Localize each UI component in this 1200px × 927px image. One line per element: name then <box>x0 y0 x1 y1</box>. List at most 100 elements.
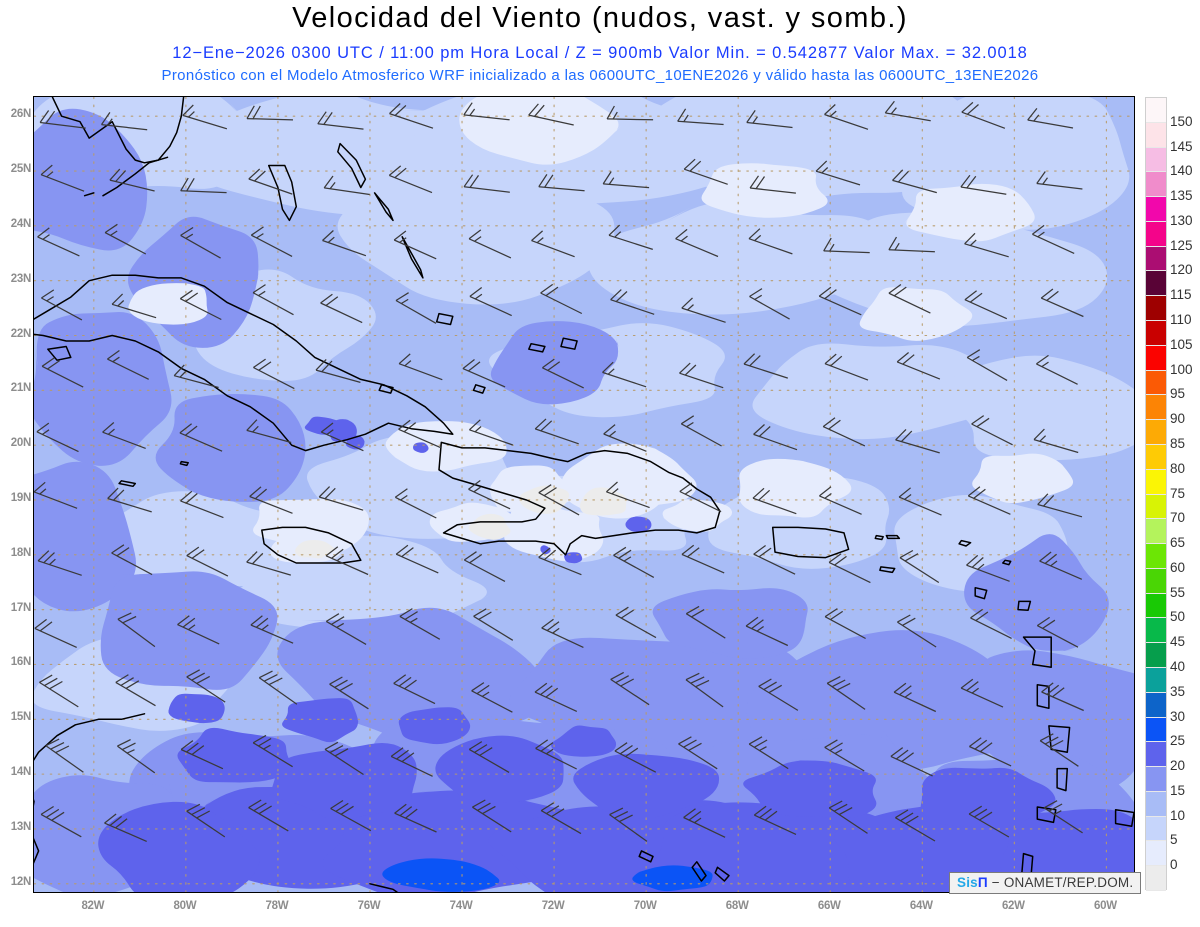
colorbar-swatch <box>1146 742 1166 768</box>
lat-tick-label: 21N <box>10 382 32 395</box>
colorbar-swatch <box>1146 568 1166 594</box>
model-info-line: Pronóstico con el Modelo Atmosferico WRF… <box>161 67 1039 84</box>
colorbar-tick: 115 <box>1170 287 1192 303</box>
lat-tick-label: 16N <box>10 656 32 669</box>
colorbar-legend: 150 145 140 135 130 125 120 115 110 105 100 95 90 85 8… <box>1145 97 1200 892</box>
lat-tick-label: 25N <box>10 163 32 176</box>
colorbar-swatch <box>1146 98 1166 123</box>
wind-speed-field <box>34 97 1134 892</box>
colorbar-tick: 125 <box>1170 237 1193 253</box>
map-plot-area[interactable] <box>33 96 1135 893</box>
lat-tick-label: 19N <box>10 491 32 504</box>
lon-tick-label: 64W <box>909 900 933 912</box>
colorbar-tick: 35 <box>1170 683 1186 699</box>
colorbar-tick: 90 <box>1170 411 1186 427</box>
attribution-badge: SisΠ − ONAMET/REP.DOM. <box>949 872 1142 894</box>
colorbar-tick: 105 <box>1170 336 1193 352</box>
colorbar-swatch <box>1146 221 1166 247</box>
lon-tick-label: 62W <box>1001 900 1025 912</box>
colorbar-tick: 100 <box>1170 361 1193 377</box>
colorbar-tick: 95 <box>1170 386 1186 402</box>
colorbar-swatch <box>1146 395 1166 421</box>
colorbar-tick: 20 <box>1170 758 1186 774</box>
lat-tick-label: 12N <box>10 875 32 888</box>
colorbar-tick: 130 <box>1170 212 1193 228</box>
colorbar-tick: 5 <box>1170 832 1178 848</box>
colorbar-swatch <box>1146 816 1166 842</box>
colorbar-swatch <box>1146 147 1166 173</box>
colorbar-tick: 30 <box>1170 708 1186 724</box>
colorbar-swatch <box>1146 420 1166 445</box>
colorbar-swatch <box>1146 593 1166 619</box>
colorbar-tick: 75 <box>1170 485 1186 501</box>
colorbar-gradient <box>1145 97 1167 891</box>
colorbar-tick: 150 <box>1170 113 1193 129</box>
colorbar-tick: 135 <box>1170 188 1193 204</box>
lon-tick-label: 66W <box>817 900 841 912</box>
colorbar-tick: 15 <box>1170 782 1186 798</box>
colorbar-swatch <box>1146 172 1166 198</box>
colorbar-swatch <box>1146 246 1166 272</box>
colorbar-tick: 25 <box>1170 733 1186 749</box>
colorbar-swatch <box>1146 345 1166 371</box>
colorbar-swatch <box>1146 444 1166 470</box>
colorbar-tick: 140 <box>1170 163 1193 179</box>
colorbar-tick: 70 <box>1170 510 1186 526</box>
lat-tick-label: 14N <box>10 766 32 779</box>
lon-tick-label: 70W <box>633 900 657 912</box>
longitude-axis: 82W 80W 78W 76W 74W 72W 70W 68W 66W 64W 62W 60W <box>33 900 1135 922</box>
colorbar-swatch <box>1146 618 1166 644</box>
attribution-agency: − ONAMET/REP.DOM. <box>991 875 1134 890</box>
lat-tick-label: 24N <box>10 217 32 230</box>
colorbar-swatch <box>1146 197 1166 222</box>
colorbar-swatch <box>1146 866 1166 891</box>
lon-tick-label: 74W <box>449 900 473 912</box>
colorbar-tick: 80 <box>1170 460 1186 476</box>
colorbar-tick: 145 <box>1170 138 1193 154</box>
colorbar-tick: 50 <box>1170 609 1186 625</box>
colorbar-tick-labels: 150 145 140 135 130 125 120 115 110 105 100 95 90 85 8… <box>1170 97 1200 890</box>
colorbar-tick: 45 <box>1170 634 1186 650</box>
forecast-time-line: 12−Ene−2026 0300 UTC / 11:00 pm Hora Loc… <box>172 44 1028 62</box>
latitude-axis: 26N 25N 24N 23N 22N 21N 20N 19N 18N 17N 16N 15N 14N 1… <box>0 96 32 893</box>
lat-tick-label: 20N <box>10 437 32 450</box>
lon-tick-label: 60W <box>1094 900 1117 912</box>
colorbar-tick: 120 <box>1170 262 1193 278</box>
colorbar-tick: 110 <box>1170 312 1192 328</box>
colorbar-swatch <box>1146 321 1166 346</box>
lat-tick-label: 23N <box>10 272 32 285</box>
colorbar-tick: 0 <box>1170 857 1178 873</box>
attribution-pi-icon: Π <box>977 875 988 890</box>
colorbar-swatch <box>1146 494 1166 520</box>
colorbar-swatch <box>1146 643 1166 668</box>
colorbar-swatch <box>1146 717 1166 743</box>
colorbar-tick: 40 <box>1170 658 1186 674</box>
lon-tick-label: 68W <box>725 900 749 912</box>
lat-tick-label: 22N <box>10 327 32 340</box>
colorbar-tick: 85 <box>1170 435 1186 451</box>
colorbar-swatch <box>1146 667 1166 693</box>
colorbar-tick: 65 <box>1170 535 1186 551</box>
lat-tick-label: 15N <box>10 711 32 724</box>
map-header: Velocidad del Viento (nudos, vast. y som… <box>0 0 1200 92</box>
lat-tick-label: 26N <box>10 108 32 121</box>
colorbar-swatch <box>1146 791 1166 817</box>
colorbar-swatch <box>1146 767 1166 792</box>
lat-tick-label: 17N <box>10 601 32 614</box>
lon-tick-label: 78W <box>265 900 289 912</box>
colorbar-swatch <box>1146 370 1166 396</box>
lon-tick-label: 80W <box>173 900 197 912</box>
colorbar-tick: 55 <box>1170 584 1186 600</box>
lon-tick-label: 82W <box>81 900 105 912</box>
colorbar-swatch <box>1146 692 1166 718</box>
page-title: Velocidad del Viento (nudos, vast. y som… <box>292 2 908 34</box>
lat-tick-label: 13N <box>10 820 32 833</box>
colorbar-swatch <box>1146 122 1166 148</box>
colorbar-tick: 60 <box>1170 559 1186 575</box>
lon-tick-label: 76W <box>357 900 381 912</box>
colorbar-swatch <box>1146 271 1166 297</box>
lon-tick-label: 72W <box>541 900 565 912</box>
lat-tick-label: 18N <box>10 546 32 559</box>
colorbar-swatch <box>1146 296 1166 322</box>
